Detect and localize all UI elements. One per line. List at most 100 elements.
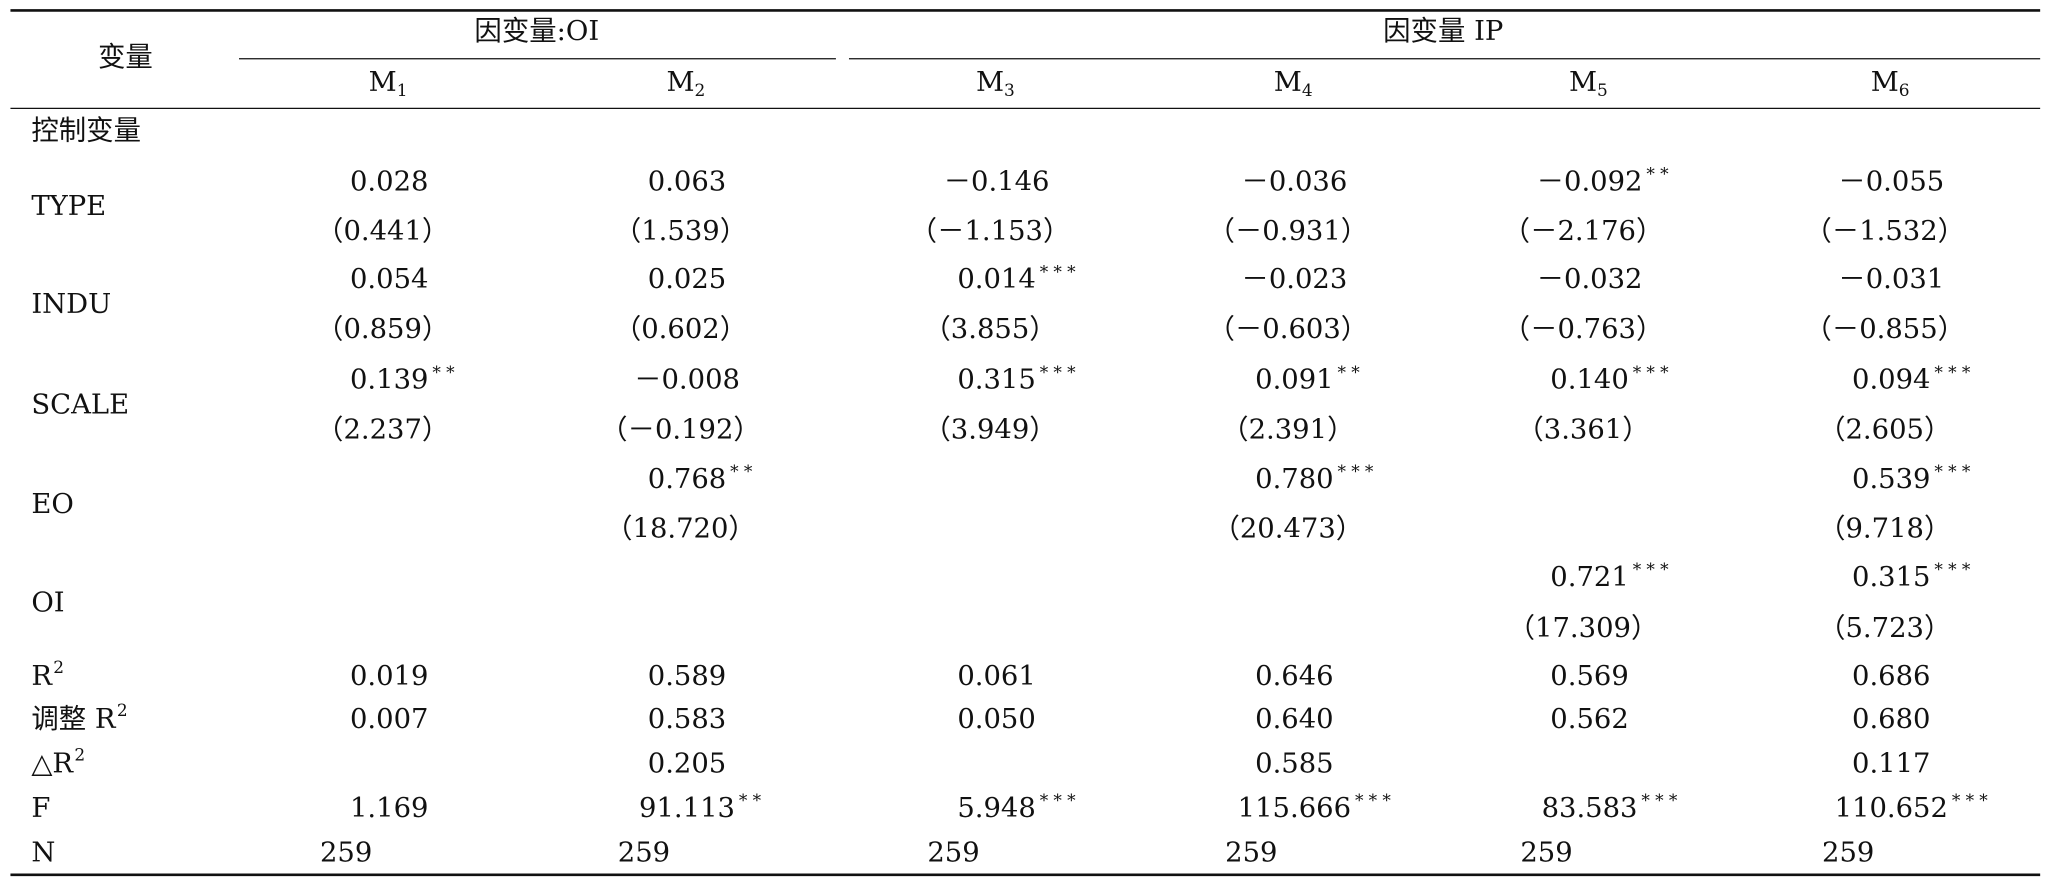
- significance: ***: [1952, 791, 1993, 811]
- model-subscript: 4: [1302, 81, 1313, 101]
- coefficient: －0.023: [1241, 264, 1347, 295]
- coefficient: 0.063: [648, 166, 726, 197]
- stat-value: 0.117: [1852, 749, 1930, 780]
- model-name: M: [666, 67, 694, 98]
- model-name: M: [1569, 67, 1597, 98]
- significance: ***: [1934, 363, 1975, 383]
- coefficient: －0.008: [634, 365, 740, 396]
- stat-label: △R: [31, 749, 74, 780]
- stat-value: 0.583: [648, 704, 726, 735]
- significance: ***: [1355, 791, 1396, 811]
- coefficient: －0.092: [1537, 166, 1643, 197]
- row-label: SCALE: [31, 390, 129, 421]
- t-value: （20.473）: [1212, 514, 1363, 545]
- t-value: （3.949）: [923, 414, 1056, 445]
- significance: ***: [1040, 363, 1081, 383]
- t-value: （0.859）: [316, 314, 449, 345]
- model-subscript: 6: [1899, 81, 1910, 101]
- significance: **: [1338, 363, 1365, 383]
- t-value: （－1.532）: [1804, 216, 1965, 247]
- coefficient: 0.014: [957, 264, 1035, 295]
- stat-value: 91.113: [639, 793, 735, 824]
- t-value: （－0.603）: [1207, 314, 1368, 345]
- stat-value: 1.169: [350, 793, 428, 824]
- significance: ***: [1040, 262, 1081, 282]
- row-label: OI: [31, 587, 64, 618]
- row-label: INDU: [31, 289, 111, 320]
- stat-label: N: [31, 837, 55, 868]
- coefficient: －0.032: [1537, 264, 1643, 295]
- t-value: （3.855）: [923, 314, 1056, 345]
- t-value: （2.391）: [1221, 414, 1354, 445]
- stat-value: 0.640: [1255, 704, 1333, 735]
- stat-value: 0.589: [648, 661, 726, 692]
- significance: ***: [1633, 560, 1674, 580]
- coefficient: 0.315: [1852, 562, 1930, 593]
- section-label: 控制变量: [31, 115, 141, 146]
- stat-value: 115.666: [1238, 793, 1351, 824]
- stat-value: 259: [1225, 837, 1277, 868]
- coefficient: 0.140: [1550, 365, 1628, 396]
- coefficient: 0.539: [1852, 464, 1930, 495]
- coefficient: 0.025: [648, 264, 726, 295]
- group-header: 因变量:OI: [474, 16, 599, 47]
- significance: ***: [1934, 560, 1975, 580]
- t-value: （2.237）: [316, 414, 449, 445]
- coefficient: 0.315: [957, 365, 1035, 396]
- t-value: （－0.192）: [600, 414, 761, 445]
- variable-header: 变量: [98, 42, 153, 73]
- stat-value: 259: [1520, 837, 1572, 868]
- model-subscript: 1: [397, 81, 408, 101]
- stat-value: 83.583: [1542, 793, 1638, 824]
- stat-label: 调整 R: [31, 704, 117, 735]
- stat-value: 0.569: [1550, 661, 1628, 692]
- t-value: （5.723）: [1818, 613, 1951, 644]
- t-value: （2.605）: [1818, 414, 1951, 445]
- stat-label-sup: 2: [117, 701, 128, 721]
- stat-label-sup: 2: [53, 658, 64, 678]
- t-value: （17.309）: [1508, 613, 1659, 644]
- stat-value: 0.205: [648, 749, 726, 780]
- t-value: （－0.763）: [1503, 314, 1664, 345]
- stat-value: 259: [618, 837, 670, 868]
- coefficient: 0.028: [350, 166, 428, 197]
- stat-label: F: [31, 793, 50, 824]
- stat-label: R: [31, 661, 53, 692]
- model-subscript: 5: [1597, 81, 1608, 101]
- stat-value: 0.686: [1852, 661, 1930, 692]
- t-value: （9.718）: [1818, 514, 1951, 545]
- t-value: （0.441）: [316, 216, 449, 247]
- t-value: （－0.931）: [1207, 216, 1368, 247]
- row-label: TYPE: [31, 191, 106, 222]
- coefficient: 0.054: [350, 264, 428, 295]
- stat-value: 0.050: [957, 704, 1035, 735]
- coefficient: 0.780: [1255, 464, 1333, 495]
- t-value: （－1.153）: [910, 216, 1071, 247]
- significance: ***: [1633, 363, 1674, 383]
- significance: ***: [1934, 462, 1975, 482]
- significance: ***: [1641, 791, 1682, 811]
- coefficient: 0.768: [648, 464, 726, 495]
- model-name: M: [1274, 67, 1302, 98]
- significance: **: [1646, 164, 1673, 184]
- model-name: M: [976, 67, 1004, 98]
- model-subscript: 2: [695, 81, 706, 101]
- stat-value: 0.019: [350, 661, 428, 692]
- model-name: M: [369, 67, 397, 98]
- t-value: （0.602）: [614, 314, 747, 345]
- coefficient: 0.091: [1255, 365, 1333, 396]
- coefficient: 0.721: [1550, 562, 1628, 593]
- stat-value: 259: [1822, 837, 1874, 868]
- stat-label-sup: 2: [74, 745, 85, 765]
- coefficient: －0.036: [1241, 166, 1347, 197]
- stat-value: 0.562: [1550, 704, 1628, 735]
- significance: **: [739, 791, 766, 811]
- model-subscript: 3: [1004, 81, 1015, 101]
- significance: **: [730, 462, 757, 482]
- stat-value: 0.007: [350, 704, 428, 735]
- stat-value: 0.646: [1255, 661, 1333, 692]
- stat-value: 0.061: [957, 661, 1035, 692]
- coefficient: 0.139: [350, 365, 428, 396]
